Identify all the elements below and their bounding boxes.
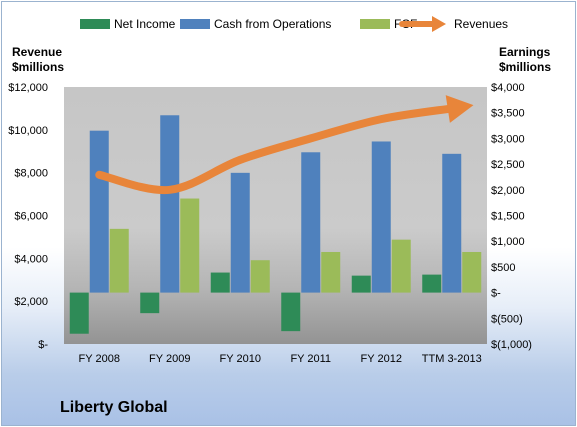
legend-label: Cash from Operations <box>214 17 331 31</box>
company-name: Liberty Global <box>60 399 168 416</box>
bars <box>69 115 482 334</box>
left-tick-label: $6,000 <box>14 211 48 223</box>
right-tick-label: $(1,000) <box>491 339 532 351</box>
left-tick-label: $10,000 <box>8 125 48 137</box>
right-tick-label: $4,000 <box>491 82 525 94</box>
right-tick-label: $1,500 <box>491 211 525 223</box>
legend-swatch <box>360 19 390 29</box>
legend-swatch <box>432 16 446 32</box>
category-label: FY 2008 <box>79 353 120 365</box>
bar-net-income <box>140 292 160 314</box>
bar-cash-from-operations <box>230 172 250 293</box>
bar-cash-from-operations <box>371 141 391 293</box>
bar-net-income <box>281 292 301 332</box>
bar-fcf <box>462 251 482 293</box>
revenue-line-path <box>95 104 456 195</box>
axes: $- $2,000 $4,000 $6,000 $8,000 $10,000 $12,000… <box>8 45 551 365</box>
right-axis-title: Earnings <box>499 45 551 59</box>
revenue-arrowhead <box>445 95 474 123</box>
legend-swatch <box>180 19 210 29</box>
bar-cash-from-operations <box>442 153 462 293</box>
bar-fcf <box>109 228 129 293</box>
bar-cash-from-operations <box>160 115 180 293</box>
category-label: FY 2009 <box>149 353 190 365</box>
right-tick-label: $3,500 <box>491 108 525 120</box>
left-tick-label: $8,000 <box>14 168 48 180</box>
bar-cash-from-operations <box>301 152 321 293</box>
left-axis-title: Revenue <box>12 45 62 59</box>
right-tick-label: $1,000 <box>491 236 525 248</box>
left-tick-label: $2,000 <box>14 296 48 308</box>
bar-cash-from-operations <box>89 130 109 293</box>
right-tick-label: $(500) <box>491 313 523 325</box>
left-tick-label: $12,000 <box>8 82 48 94</box>
category-label: TTM 3-2013 <box>422 353 482 365</box>
bar-fcf <box>391 239 411 293</box>
bar-fcf <box>250 260 270 293</box>
bar-fcf <box>321 251 341 293</box>
category-label: FY 2010 <box>220 353 261 365</box>
left-tick-label: $- <box>38 339 48 351</box>
bar-fcf <box>180 198 200 293</box>
right-axis-title: $millions <box>499 60 551 74</box>
plot-area <box>64 87 487 344</box>
right-tick-label: $2,500 <box>491 159 525 171</box>
bar-net-income <box>351 275 371 293</box>
right-tick-label: $3,000 <box>491 133 525 145</box>
revenue-line <box>95 95 474 195</box>
bar-net-income <box>210 272 230 293</box>
category-label: FY 2012 <box>361 353 402 365</box>
legend-label: Revenues <box>454 17 508 31</box>
right-tick-label: $2,000 <box>491 185 525 197</box>
legend-label: Net Income <box>114 17 176 31</box>
left-axis-title: $millions <box>12 60 64 74</box>
bar-net-income <box>69 292 89 334</box>
legend-swatch <box>80 19 110 29</box>
category-label: FY 2011 <box>290 353 331 365</box>
bar-net-income <box>422 274 442 293</box>
right-tick-label: $500 <box>491 262 515 274</box>
right-tick-label: $- <box>491 288 501 300</box>
left-tick-label: $4,000 <box>14 253 48 265</box>
